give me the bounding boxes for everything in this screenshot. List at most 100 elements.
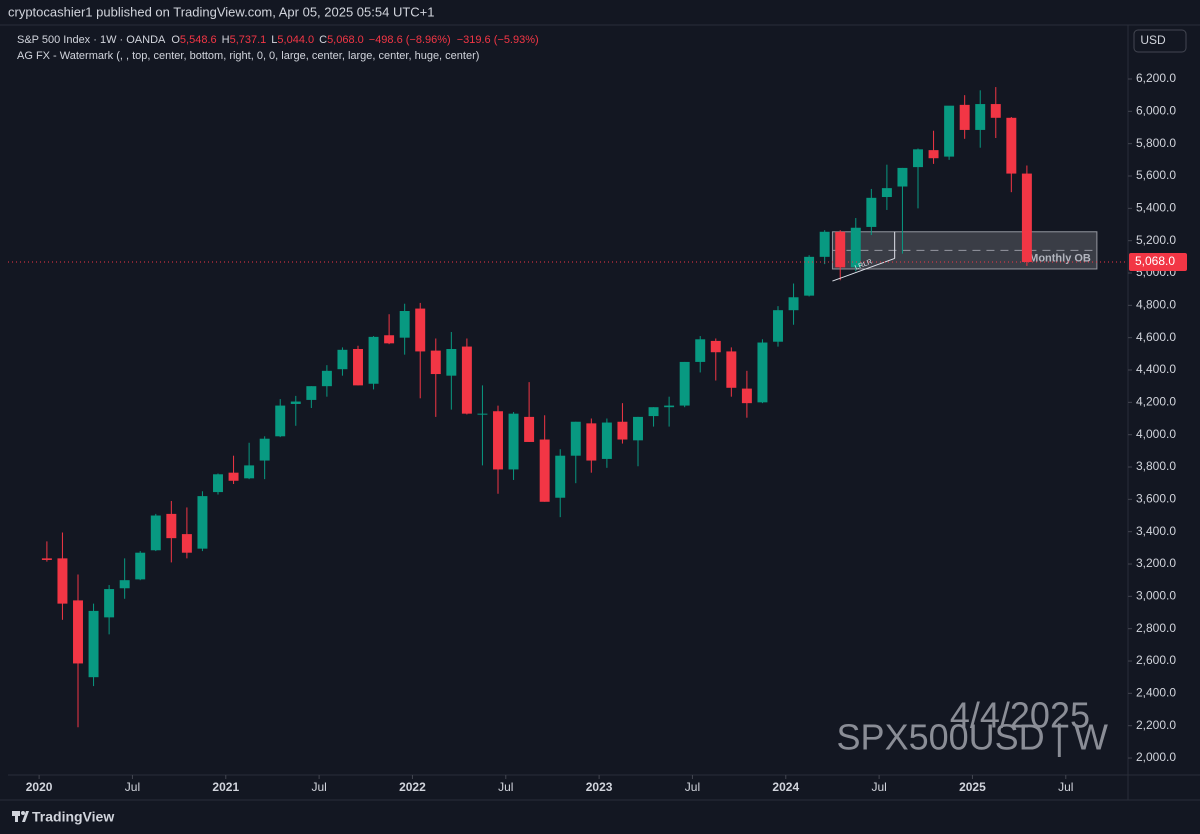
y-tick-label: 5,400.0 bbox=[1136, 201, 1176, 215]
candle-body bbox=[399, 310, 410, 338]
candle-body bbox=[726, 351, 737, 388]
candle-body bbox=[539, 439, 550, 502]
ohlc-value: 5,737.1 bbox=[230, 34, 267, 46]
candle-body bbox=[928, 150, 939, 159]
candle-body bbox=[788, 297, 799, 311]
ohlc-value: 5,548.6 bbox=[180, 34, 217, 46]
footer-logo bbox=[12, 811, 29, 822]
candle-body bbox=[710, 340, 721, 353]
candle-body bbox=[73, 600, 83, 664]
publisher: cryptocashier1 published on TradingView.… bbox=[8, 4, 435, 19]
candle-body bbox=[586, 423, 597, 461]
candle-body bbox=[135, 552, 146, 580]
candle-body bbox=[415, 308, 426, 352]
candle-body bbox=[275, 405, 286, 437]
candle-body bbox=[213, 474, 223, 493]
candle-body bbox=[290, 401, 301, 404]
y-tick-label: 2,200.0 bbox=[1136, 718, 1176, 732]
y-tick-label: 2,400.0 bbox=[1136, 686, 1176, 700]
currency[interactable]: USD bbox=[1140, 33, 1166, 47]
x-tick-label: 2025 bbox=[959, 780, 986, 794]
candle-body bbox=[259, 438, 270, 461]
y-tick-label: 4,600.0 bbox=[1136, 330, 1176, 344]
x-tick-label: 2023 bbox=[586, 780, 613, 794]
candle-body bbox=[959, 104, 970, 130]
y-tick-label: 5,600.0 bbox=[1136, 168, 1176, 182]
candle-body bbox=[913, 149, 923, 168]
candle-body bbox=[741, 388, 752, 404]
candle-body bbox=[804, 256, 815, 296]
candle-body bbox=[648, 407, 659, 417]
candle-body bbox=[104, 589, 115, 618]
y-tick-label: 3,000.0 bbox=[1136, 589, 1176, 603]
brand: TradingView bbox=[32, 809, 114, 825]
candle-body bbox=[990, 104, 1001, 118]
candle-body bbox=[664, 405, 675, 408]
candle-body bbox=[181, 534, 192, 553]
candle-body bbox=[897, 167, 908, 187]
ohlc-key: H bbox=[222, 34, 230, 46]
x-tick-label: Jul bbox=[311, 780, 326, 794]
y-tick-label: 3,600.0 bbox=[1136, 492, 1176, 506]
candle-body bbox=[353, 348, 363, 386]
x-tick-label: Jul bbox=[685, 780, 700, 794]
ohlc-key: L bbox=[271, 34, 277, 46]
y-tick-label: 6,200.0 bbox=[1136, 71, 1176, 85]
candle-body bbox=[975, 104, 986, 130]
candle-body bbox=[477, 413, 488, 415]
candle-body bbox=[57, 558, 68, 604]
candle-body bbox=[601, 422, 612, 459]
ohlc-key: O bbox=[171, 34, 180, 46]
x-tick-label: Jul bbox=[871, 780, 886, 794]
candle-body bbox=[835, 231, 846, 268]
candle-body bbox=[228, 472, 239, 481]
y-tick-label: 4,400.0 bbox=[1136, 362, 1176, 376]
change: −498.6 (−8.96%) bbox=[369, 34, 451, 46]
y-tick-label: 3,200.0 bbox=[1136, 556, 1176, 570]
candle-body bbox=[617, 421, 628, 440]
x-tick-label: 2021 bbox=[212, 780, 239, 794]
y-tick-label: 2,600.0 bbox=[1136, 653, 1176, 667]
change-2: −319.6 (−5.93%) bbox=[457, 34, 539, 46]
candle-body bbox=[166, 513, 177, 539]
y-tick-label: 5,800.0 bbox=[1136, 136, 1176, 150]
candle-body bbox=[119, 580, 130, 589]
candle-body bbox=[493, 411, 503, 470]
candle-body bbox=[1006, 117, 1017, 174]
candle-body bbox=[368, 336, 379, 384]
candle-body bbox=[570, 421, 581, 456]
candle-body bbox=[695, 339, 706, 362]
y-tick-label: 2,000.0 bbox=[1136, 750, 1176, 764]
candle-body bbox=[773, 310, 783, 342]
currency-button[interactable] bbox=[1133, 29, 1187, 53]
y-tick-label: 4,200.0 bbox=[1136, 395, 1176, 409]
candle-body bbox=[881, 188, 892, 198]
candle-body bbox=[430, 350, 441, 375]
candle-body bbox=[446, 348, 457, 376]
ohlc-key: C bbox=[319, 34, 327, 46]
y-tick-label: 6,000.0 bbox=[1136, 104, 1176, 118]
y-tick-label: 3,800.0 bbox=[1136, 459, 1176, 473]
candle-body bbox=[508, 413, 519, 470]
candle-body bbox=[197, 496, 208, 549]
candle-body bbox=[866, 197, 877, 227]
candle-body bbox=[306, 386, 317, 400]
last-price-label: 5,068.0 bbox=[1135, 254, 1175, 268]
candle-body bbox=[321, 370, 332, 387]
candle-body bbox=[524, 416, 535, 442]
candle-body bbox=[757, 342, 768, 403]
y-tick-label: 3,400.0 bbox=[1136, 524, 1176, 538]
zone-label: Monthly OB bbox=[1029, 252, 1091, 264]
candle-body bbox=[944, 105, 955, 157]
candle-body bbox=[1021, 173, 1032, 263]
y-tick-label: 5,200.0 bbox=[1136, 233, 1176, 247]
candle-body bbox=[461, 346, 472, 414]
y-tick-label: 4,800.0 bbox=[1136, 298, 1176, 312]
candle-body bbox=[555, 455, 566, 498]
candle-body bbox=[633, 416, 643, 441]
y-tick-label: 4,000.0 bbox=[1136, 427, 1176, 441]
